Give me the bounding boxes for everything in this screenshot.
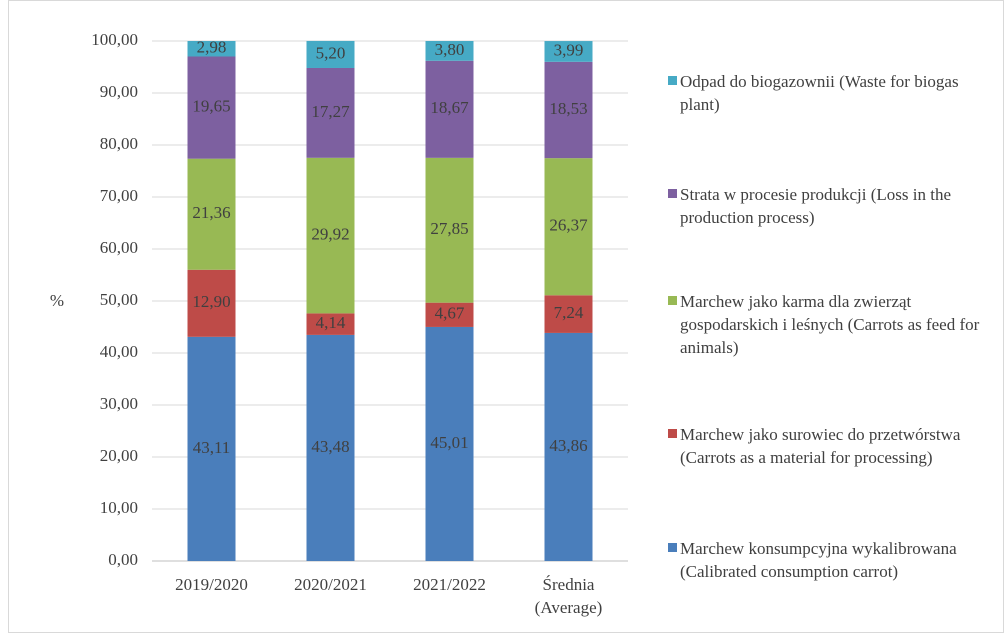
data-label: 4,67 [435,304,465,323]
y-tick-label: 60,00 [100,238,138,257]
x-tick-label: 2020/2021 [294,575,367,594]
legend-swatch [668,429,677,438]
y-tick-label: 30,00 [100,394,138,413]
y-tick-label: 80,00 [100,134,138,153]
y-tick-label: 100,00 [91,30,138,49]
bar-segment [544,61,593,159]
bar-segment [425,60,474,158]
bar-segment [544,332,593,561]
bar-segment [187,41,236,57]
data-label: 43,86 [549,436,587,455]
y-tick-label: 0,00 [108,550,138,569]
legend-swatch [668,296,677,305]
bar-segment [306,334,355,561]
legend-label: Marchew jako karma dla zwierząt gospodar… [680,292,980,357]
y-tick-label: 50,00 [100,290,138,309]
legend-label: Strata w procesie produkcji (Loss in the… [680,185,951,227]
data-label: 18,67 [430,98,469,117]
data-label: 43,11 [193,438,231,457]
bar-segment [425,157,474,303]
bar-segment [306,40,355,68]
legend-swatch [668,76,677,85]
data-label: 7,24 [554,303,584,322]
data-label: 27,85 [430,219,468,238]
bar-segment [425,302,474,327]
bar-segment [306,67,355,158]
bar-segment [425,41,474,61]
bar-segment [187,336,236,561]
data-label: 26,37 [549,216,588,235]
y-tick-label: 20,00 [100,446,138,465]
bar-segment [187,269,236,337]
data-label: 29,92 [311,224,349,243]
data-label: 3,99 [554,40,584,59]
data-label: 12,90 [192,292,230,311]
bar-segment [306,157,355,314]
data-label: 5,20 [316,43,346,62]
bar-segment [187,158,236,270]
legend-label: Marchew konsumpcyjna wykalibrowana (Cali… [680,539,957,581]
bar-segment [425,326,474,561]
x-tick-label: 2019/2020 [175,575,248,594]
bar-segment [187,56,236,159]
bar-segment [544,295,593,333]
data-label: 4,14 [316,313,346,332]
y-tick-label: 90,00 [100,82,138,101]
data-label: 2,98 [197,38,227,57]
y-tick-label: 70,00 [100,186,138,205]
legend-label: Marchew jako surowiec do przetwórstwa (C… [680,425,961,467]
data-label: 18,53 [549,99,587,118]
y-axis-label: % [50,291,64,310]
data-label: 21,36 [192,203,230,222]
data-label: 45,01 [430,433,468,452]
x-tick-label: 2021/2022 [413,575,486,594]
data-label: 19,65 [192,96,230,115]
data-label: 43,48 [311,437,349,456]
bar-segment [306,313,355,335]
data-label: 3,80 [435,40,465,59]
bar-segment [544,41,593,62]
legend-swatch [668,189,677,198]
bar-segment [544,158,593,296]
x-tick-label: Średnia (Average) [534,575,603,617]
y-tick-label: 40,00 [100,342,138,361]
y-tick-label: 10,00 [100,498,138,517]
data-label: 17,27 [311,102,350,121]
legend-swatch [668,543,677,552]
legend-label: Odpad do biogazownii (Waste for biogas p… [680,72,959,114]
